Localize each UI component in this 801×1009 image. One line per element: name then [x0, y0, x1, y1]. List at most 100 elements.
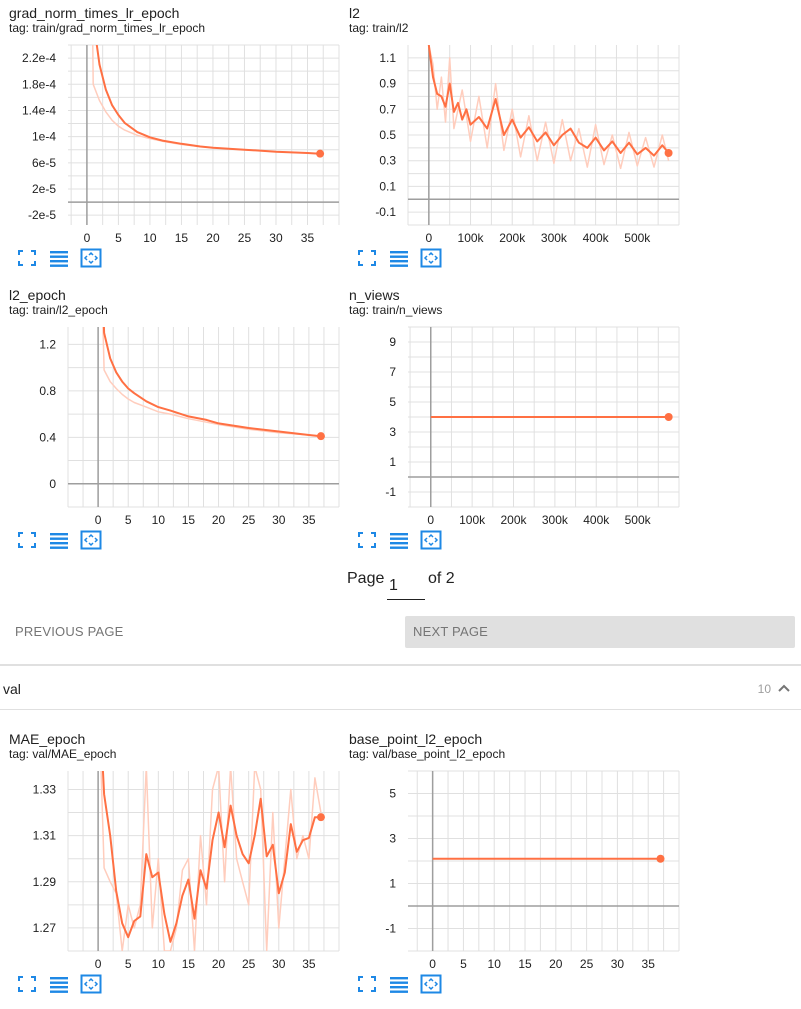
y-tick-label: -0.1 — [375, 205, 396, 219]
fullscreen-icon[interactable] — [16, 248, 38, 268]
y-tick-label: 5 — [389, 395, 396, 409]
fullscreen-icon[interactable] — [356, 248, 378, 268]
y-tick-label: 1.31 — [33, 829, 57, 843]
fit-domain-icon[interactable] — [420, 248, 442, 268]
raw-series-line — [428, 45, 670, 170]
x-tick-label: 10 — [152, 513, 166, 527]
x-tick-label: 0 — [84, 231, 91, 245]
x-tick-label: 30 — [272, 513, 286, 527]
y-tick-label: 3 — [389, 832, 396, 846]
chart-tag: tag: train/n_views — [349, 303, 443, 317]
x-tick-label: 400k — [583, 231, 610, 245]
y-tick-label: 5 — [389, 787, 396, 801]
data-table-icon[interactable] — [388, 530, 410, 550]
x-tick-label: 200k — [499, 231, 526, 245]
chart-svg[interactable]: 0 5 10 15 20 25 30 35 1.33 1.31 1.29 1.27 — [0, 726, 340, 1008]
fit-domain-icon[interactable] — [80, 530, 102, 550]
y-tick-label: 1 — [389, 455, 396, 469]
x-tick-label: 25 — [238, 231, 252, 245]
x-tick-label: 20 — [212, 513, 226, 527]
y-tick-label: 1 — [389, 877, 396, 891]
chart-tag: tag: train/l2_epoch — [9, 303, 108, 317]
fit-domain-icon[interactable] — [80, 974, 102, 994]
previous-page-button[interactable]: PREVIOUS PAGE — [15, 624, 124, 639]
x-tick-label: 35 — [302, 957, 316, 971]
chevron-up-icon[interactable] — [777, 682, 791, 694]
page-number-input[interactable] — [387, 567, 425, 600]
y-tick-label: 1.2 — [39, 337, 56, 351]
fullscreen-icon[interactable] — [356, 974, 378, 994]
data-table-icon[interactable] — [388, 974, 410, 994]
y-tick-label: 1.1 — [379, 51, 396, 65]
x-tick-label: 200k — [500, 513, 527, 527]
chart-svg[interactable]: 0 100k 200k 300k 400k 500k 1.1 0.9 0.7 0.5 0.3 0.1 -… — [340, 0, 680, 282]
x-tick-label: 20 — [549, 957, 563, 971]
chart-svg[interactable]: 0 100k 200k 300k 400k 500k 9 7 5 3 1 -1 — [340, 282, 680, 564]
chart-svg[interactable]: 0 5 10 15 20 25 30 35 1.2 0.8 0.4 0 — [0, 282, 340, 564]
chart-svg[interactable]: 0 5 10 15 20 25 30 35 5 3 1 -1 — [340, 726, 680, 1008]
x-tick-label: 15 — [182, 957, 196, 971]
chart-tag: tag: train/grad_norm_times_lr_epoch — [9, 21, 206, 35]
chart-card-base-point-l2: base_point_l2_epoch tag: val/base_point_… — [340, 726, 680, 1008]
y-tick-label: 9 — [389, 335, 396, 349]
next-page-button[interactable]: NEXT PAGE — [405, 616, 795, 648]
x-tick-label: 300k — [541, 231, 568, 245]
section-name: val — [3, 681, 21, 697]
x-tick-label: 5 — [125, 513, 132, 527]
y-tick-label: 0.8 — [39, 384, 56, 398]
y-tick-label: 0.1 — [379, 179, 396, 193]
chart-card-mae-epoch: MAE_epoch tag: val/MAE_epoch 0 5 10 15 20 25 3… — [0, 726, 340, 1008]
fullscreen-icon[interactable] — [356, 530, 378, 550]
y-tick-label: 1.4e-4 — [22, 103, 56, 117]
x-tick-label: 15 — [518, 957, 532, 971]
chart-title: MAE_epoch — [9, 731, 86, 747]
x-tick-label: 0 — [95, 513, 102, 527]
x-tick-label: 25 — [242, 513, 256, 527]
chart-tag: tag: val/MAE_epoch — [9, 747, 117, 761]
data-table-icon[interactable] — [48, 530, 70, 550]
x-tick-label: 20 — [206, 231, 220, 245]
data-table-icon[interactable] — [48, 974, 70, 994]
fit-domain-icon[interactable] — [80, 248, 102, 268]
last-value-marker — [664, 413, 673, 421]
chart-toolbar — [16, 974, 136, 994]
x-tick-label: 25 — [242, 957, 256, 971]
y-tick-label: 0.3 — [379, 154, 396, 168]
chart-toolbar — [16, 530, 136, 550]
y-tick-label: -1 — [385, 922, 396, 936]
y-tick-label: 0.7 — [379, 102, 396, 116]
chart-card-l2-epoch: l2_epoch tag: train/l2_epoch 0 5 10 15 20 25 3… — [0, 282, 340, 564]
chart-svg[interactable]: 0 5 10 15 20 25 30 35 2.2e-4 1.8e-4 1.4e-4 1e-4 6e-5… — [0, 0, 340, 282]
data-table-icon[interactable] — [48, 248, 70, 268]
fit-domain-icon[interactable] — [420, 530, 442, 550]
run-section-header[interactable]: val 10 — [0, 664, 801, 710]
x-tick-label: 0 — [427, 513, 434, 527]
x-tick-label: 100k — [458, 231, 485, 245]
x-tick-label: 5 — [125, 957, 132, 971]
last-value-marker — [316, 432, 325, 441]
y-tick-label: 1.8e-4 — [22, 77, 56, 91]
last-value-marker — [656, 854, 665, 863]
chart-toolbar — [356, 974, 476, 994]
fullscreen-icon[interactable] — [16, 530, 38, 550]
x-tick-label: 10 — [152, 957, 166, 971]
chart-toolbar — [356, 530, 476, 550]
y-tick-label: 7 — [389, 365, 396, 379]
chart-title: l2_epoch — [9, 287, 66, 303]
chart-toolbar — [16, 248, 136, 268]
fit-domain-icon[interactable] — [420, 974, 442, 994]
chart-card-grad-norm: grad_norm_times_lr_epoch tag: train/grad… — [0, 0, 340, 282]
x-tick-label: 35 — [642, 957, 656, 971]
data-table-icon[interactable] — [388, 248, 410, 268]
x-tick-label: 10 — [488, 957, 502, 971]
y-tick-label: 0.5 — [379, 128, 396, 142]
chart-title: l2 — [349, 5, 360, 21]
smoothed-series-line — [427, 45, 670, 157]
y-tick-label: 0.9 — [379, 77, 396, 91]
y-tick-label: -1 — [385, 485, 396, 499]
fullscreen-icon[interactable] — [16, 974, 38, 994]
y-tick-label: 0.4 — [39, 430, 56, 444]
page-total-label: of 2 — [428, 570, 455, 587]
x-tick-label: 20 — [212, 957, 226, 971]
chart-tag: tag: train/l2 — [349, 21, 409, 35]
